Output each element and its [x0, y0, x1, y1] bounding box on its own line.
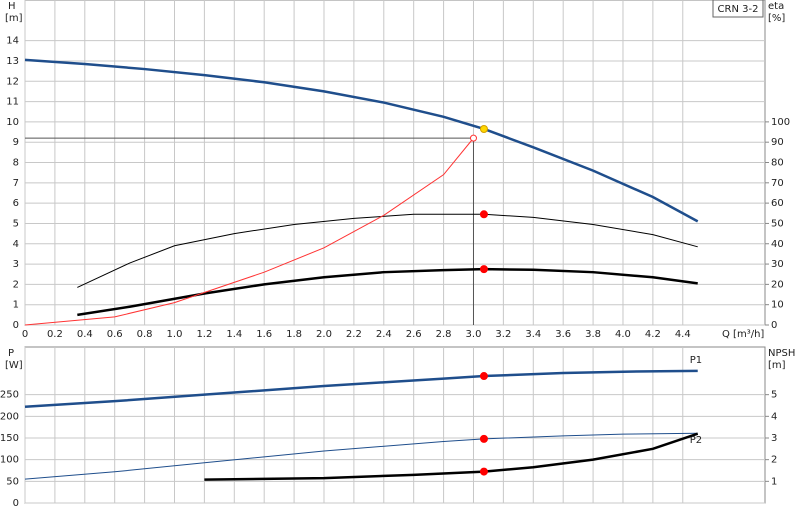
y2-tick-label: 1 — [771, 476, 777, 487]
y-tick-label: 0 — [13, 498, 19, 509]
x-tick-label: 1.4 — [226, 329, 242, 340]
y-tick-label: 250 — [0, 390, 19, 401]
y-axis-unit: [m] — [5, 13, 23, 24]
x-tick-label: 2.6 — [406, 329, 422, 340]
x-tick-label: 1.2 — [196, 329, 212, 340]
y2-tick-label: 70 — [771, 178, 784, 189]
marker — [479, 434, 488, 443]
x-tick-label: 2.0 — [316, 329, 332, 340]
x-tick-label: 2.8 — [436, 329, 452, 340]
y-tick-label: 0 — [13, 320, 19, 331]
series-label: P1 — [690, 355, 702, 366]
y-tick-label: 150 — [0, 433, 19, 444]
y2-tick-label: 90 — [771, 137, 784, 148]
y-tick-label: 9 — [13, 137, 19, 148]
curve — [77, 213, 698, 288]
y-tick-label: 12 — [6, 76, 19, 87]
chart-title: CRN 3-2 — [718, 4, 759, 15]
x-tick-label: 0.4 — [77, 329, 93, 340]
y2-tick-label: 20 — [771, 279, 784, 290]
marker — [479, 124, 488, 133]
curve — [77, 267, 698, 317]
title-box — [712, 0, 764, 18]
y-tick-label: 2 — [13, 279, 19, 290]
x-tick-label: 3.4 — [525, 329, 541, 340]
x-tick-label: 0.2 — [47, 329, 63, 340]
y2-tick-label: 80 — [771, 158, 784, 169]
curve — [24, 369, 698, 409]
y-tick-label: 10 — [6, 117, 19, 128]
x-tick-label: 4.0 — [615, 329, 631, 340]
y-tick-label: 13 — [6, 56, 19, 67]
y-tick-label: 4 — [13, 239, 19, 250]
y2-tick-label: 10 — [771, 300, 784, 311]
y2-tick-label: 60 — [771, 198, 784, 209]
x-tick-label: 0.6 — [107, 329, 123, 340]
y2-tick-label: 2 — [771, 455, 777, 466]
x-tick-label: 4.2 — [645, 329, 661, 340]
y-axis-unit: [W] — [5, 360, 23, 371]
x-tick-label: 3.8 — [585, 329, 601, 340]
y-tick-label: 1 — [13, 300, 19, 311]
y-axis-label: H — [8, 1, 16, 12]
x-tick-label: 1.0 — [167, 329, 183, 340]
marker — [479, 210, 488, 219]
y-tick-label: 14 — [6, 36, 19, 47]
y-tick-label: 7 — [13, 178, 19, 189]
x-tick-label: 4.4 — [675, 329, 691, 340]
y-tick-label: 11 — [6, 97, 19, 108]
x-axis-label: Q [m³/h] — [722, 329, 764, 340]
y2-tick-label: 100 — [771, 117, 790, 128]
marker — [479, 467, 488, 476]
x-tick-label: 0 — [22, 329, 28, 340]
curve — [24, 58, 699, 223]
y-tick-label: 6 — [13, 198, 19, 209]
marker — [469, 134, 477, 142]
plot-area — [24, 346, 766, 504]
x-tick-label: 3.0 — [466, 329, 482, 340]
curve — [24, 137, 474, 326]
y-tick-label: 100 — [0, 455, 19, 466]
marker — [479, 265, 488, 274]
y2-tick-label: 4 — [771, 411, 777, 422]
y-axis-label: P — [8, 348, 14, 359]
curve — [204, 432, 699, 481]
y-tick-label: 8 — [13, 158, 19, 169]
x-tick-label: 1.8 — [286, 329, 302, 340]
y2-axis-label: eta — [768, 1, 784, 12]
y2-axis-label: NPSH — [768, 348, 795, 359]
y-tick-label: 50 — [6, 476, 19, 487]
x-tick-label: 2.4 — [376, 329, 392, 340]
y2-axis-unit: [%] — [768, 13, 785, 24]
series-label: P2 — [690, 435, 702, 446]
y2-tick-label: 0 — [771, 320, 777, 331]
x-tick-label: 0.8 — [137, 329, 153, 340]
y2-axis-unit: [m] — [768, 360, 786, 371]
y2-tick-label: 3 — [771, 433, 777, 444]
y-tick-label: 5 — [13, 218, 19, 229]
x-tick-label: 3.6 — [555, 329, 571, 340]
y-tick-label: 200 — [0, 411, 19, 422]
y2-tick-label: 30 — [771, 259, 784, 270]
y2-tick-label: 50 — [771, 218, 784, 229]
curve — [24, 432, 698, 480]
y2-tick-label: 40 — [771, 239, 784, 250]
x-tick-label: 1.6 — [256, 329, 272, 340]
y2-tick-label: 5 — [771, 390, 777, 401]
y-tick-label: 3 — [13, 259, 19, 270]
x-tick-label: 3.2 — [495, 329, 511, 340]
x-tick-label: 2.2 — [346, 329, 362, 340]
marker — [479, 372, 488, 381]
